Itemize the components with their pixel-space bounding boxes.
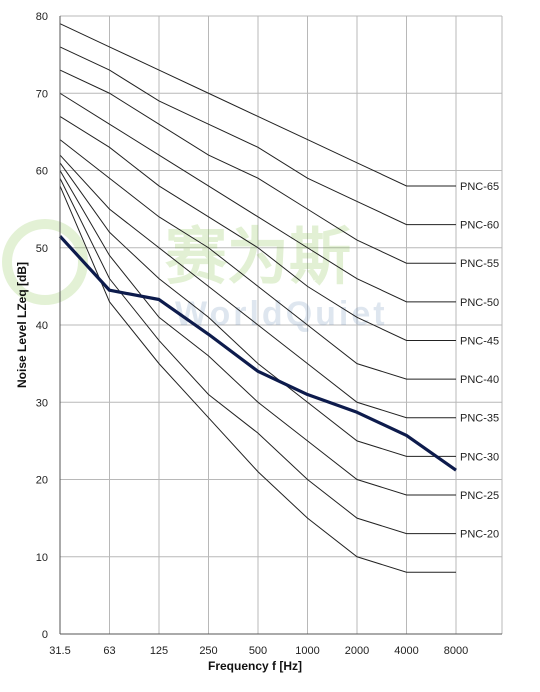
pnc-curve [59, 116, 456, 341]
pnc-curve-label: PNC-40 [460, 374, 499, 386]
watermark-logo: 赛为斯 WorldQuiet [2, 219, 388, 333]
pnc-curve [59, 162, 456, 457]
watermark-en-text: WorldQuiet [175, 295, 388, 333]
x-tick-label: 125 [150, 645, 168, 657]
y-tick-label: 50 [36, 243, 48, 255]
x-tick-label: 8000 [444, 645, 468, 657]
pnc-curve-label: PNC-60 [460, 220, 499, 232]
y-tick-label: 40 [36, 320, 48, 332]
y-tick-label: 70 [36, 88, 48, 100]
pnc-curve-label: PNC-35 [460, 413, 499, 425]
pnc-curve [59, 139, 456, 380]
pnc-curve-label: PNC-20 [460, 529, 499, 541]
y-tick-labels: 0 10 20 30 40 50 60 70 80 [36, 11, 48, 641]
axes [59, 16, 502, 635]
pnc-curve-labels: PNC-65 PNC-60 PNC-55 PNC-50 PNC-45 PNC-40 PNC-… [460, 181, 499, 541]
x-tick-label: 4000 [394, 645, 418, 657]
pnc-curve [59, 185, 456, 573]
y-tick-label: 0 [42, 629, 48, 641]
x-tick-label: 31.5 [49, 645, 70, 657]
pnc-curve [59, 170, 456, 496]
y-tick-label: 30 [36, 397, 48, 409]
pnc-curve [59, 23, 456, 187]
pnc-curve [59, 69, 456, 264]
pnc-curve-label: PNC-65 [460, 181, 499, 193]
x-tick-label: 2000 [345, 645, 369, 657]
pnc-curve-label: PNC-30 [460, 451, 499, 463]
y-tick-label: 60 [36, 166, 48, 178]
x-tick-label: 63 [103, 645, 115, 657]
x-tick-label: 250 [199, 645, 217, 657]
pnc-curve [59, 154, 456, 419]
pnc-curve-label: PNC-55 [460, 258, 499, 270]
x-tick-label: 500 [249, 645, 267, 657]
x-axis-title: Frequency f [Hz] [208, 659, 302, 673]
x-tick-labels: 31.5 63 125 250 500 1000 2000 4000 8000 [49, 645, 468, 657]
watermark-cn-text: 赛为斯 [165, 223, 351, 292]
pnc-curve [59, 92, 456, 303]
pnc-curve-label: PNC-50 [460, 297, 499, 309]
measured-series-line [58, 235, 457, 472]
pnc-curve [59, 46, 456, 226]
x-tick-label: 1000 [295, 645, 319, 657]
pnc-curve [59, 178, 456, 535]
y-tick-label: 80 [36, 11, 48, 23]
y-axis-title: Noise Level LZeq [dB] [15, 262, 29, 388]
y-tick-label: 20 [36, 475, 48, 487]
pnc-curves [59, 23, 456, 573]
pnc-curve-label: PNC-25 [460, 490, 499, 502]
pnc-curve-label: PNC-45 [460, 335, 499, 347]
measured-series [58, 235, 457, 472]
y-tick-label: 10 [36, 552, 48, 564]
